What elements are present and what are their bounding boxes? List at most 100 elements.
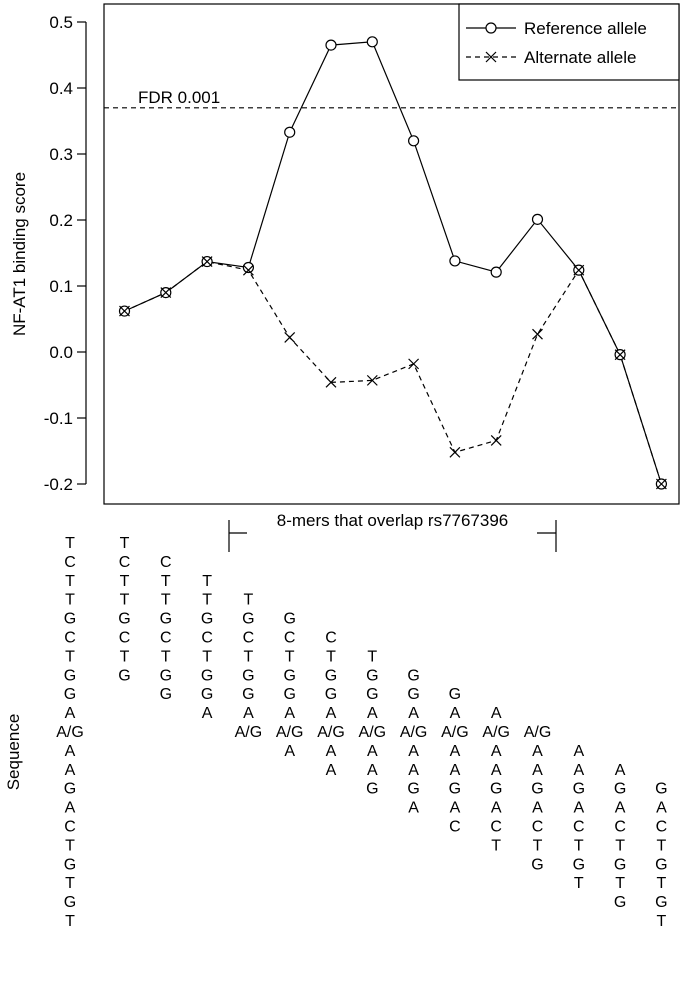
alternate-point [242,264,254,276]
window-letter: G [325,686,337,703]
window-letter: G [655,894,667,911]
alternate-point-stroke [532,328,543,340]
window-letter: A/G [317,724,345,741]
sequence-letter: A [65,743,76,760]
y-tick-label: 0.5 [49,13,73,32]
window-letter: T [120,592,130,609]
window-letter: A [491,743,502,760]
bracket-label-bg [247,510,537,538]
window-letter: C [119,554,131,571]
window-letter: C [449,819,461,836]
reference-point [325,39,337,51]
sequence-letter: A/G [56,724,84,741]
alternate-point-stroke [614,349,626,361]
window-letter: T [574,875,584,892]
window-letter: T [533,837,543,854]
window-letter: G [573,781,585,798]
alternate-point-stroke [573,264,585,276]
window-letter: G [160,686,172,703]
alternate-point-stroke [242,264,254,276]
window-letter: G [655,856,667,873]
window-letter: T [657,837,667,854]
fdr-threshold-label: FDR 0.001 [138,88,220,107]
window-letter: A [408,800,419,817]
window-letter: A [450,800,461,817]
window-letter: C [284,630,296,647]
window-letter: A [284,705,295,722]
window-letter: A [202,705,213,722]
window-letter: A [450,743,461,760]
y-tick-label: 0.4 [49,79,73,98]
alternate-point [573,264,585,276]
sequence-letter: T [65,837,75,854]
window-letter: T [202,648,212,665]
window-letter: A [573,743,584,760]
window-letter: A/G [400,724,428,741]
window-letter: A/G [482,724,510,741]
window-letter: A [367,743,378,760]
y-tick-label: 0.3 [49,145,73,164]
alternate-point [449,446,461,458]
alternate-point [614,349,626,361]
sequence-letter: T [65,535,75,552]
window-letter: G [242,667,254,684]
window-letter: G [407,667,419,684]
window-letter: C [490,819,502,836]
y-tick-label: -0.2 [44,475,73,494]
window-letter: A [491,762,502,779]
window-letter: T [161,592,171,609]
alternate-point-stroke [655,478,667,490]
window-letter: A [573,800,584,817]
window-letter: T [244,648,254,665]
y-axis-label: NF-AT1 binding score [10,172,29,336]
window-letter: C [614,819,626,836]
alternate-point-stroke [119,305,130,317]
alternate-allele-line [124,260,662,485]
window-letter: A [615,800,626,817]
alternate-point [366,374,378,386]
reference-point [408,135,420,147]
alternate-point-stroke [490,435,502,446]
alternate-point [532,328,543,340]
window-letter: G [366,667,378,684]
sequence-letter: A [65,705,76,722]
window-letter: C [656,819,668,836]
window-letter: T [326,648,336,665]
window-letter: T [244,592,254,609]
window-letter: A [532,762,543,779]
window-letter: T [120,535,130,552]
window-letter: G [614,781,626,798]
window-letter: C [160,630,172,647]
window-letter: G [366,781,378,798]
window-letter: G [531,781,543,798]
sequence-letter: G [64,667,76,684]
legend-box [458,3,680,81]
window-letter: A/G [276,724,304,741]
window-letter: A [284,743,295,760]
window-letter: A [367,705,378,722]
window-letter: A [408,762,419,779]
window-letter: T [367,648,377,665]
window-letter: T [615,837,625,854]
window-letter: A [367,762,378,779]
window-letter: G [160,667,172,684]
sequence-letter: C [64,819,76,836]
sequence-letter: T [65,573,75,590]
alternate-point [325,376,337,388]
plot-frame [103,3,680,505]
reference-point [531,213,544,225]
sequence-letter: G [64,611,76,628]
legend: Reference allele Alternate allele [458,3,680,81]
alternate-point-stroke [284,332,296,343]
sequence-label: Sequence [4,714,23,791]
alternate-point-stroke [408,358,420,370]
